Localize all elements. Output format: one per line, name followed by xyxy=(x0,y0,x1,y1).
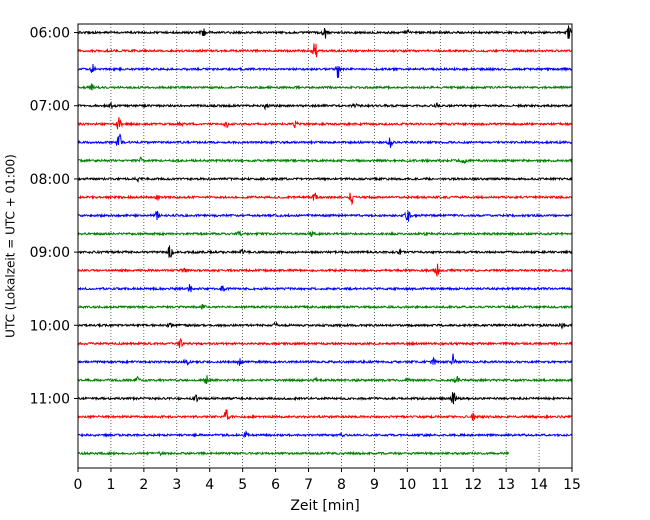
x-tick-label: 0 xyxy=(74,477,83,493)
x-tick-label: 5 xyxy=(238,477,247,493)
y-tick-label: 07:00 xyxy=(30,99,70,115)
x-tick-label: 3 xyxy=(172,477,181,493)
grid-lines xyxy=(77,24,573,468)
x-axis-title: Zeit [min] xyxy=(290,498,359,514)
x-tick-label: 6 xyxy=(271,477,280,493)
trace-0945 xyxy=(77,303,573,310)
trace-1100 xyxy=(77,392,573,405)
trace-1130 xyxy=(77,430,573,439)
trace-0630 xyxy=(77,64,573,78)
x-axis-ticks: 0 1 2 3 4 5 6 7 8 9 10 11 12 13 14 15 xyxy=(74,468,581,493)
trace-0745 xyxy=(77,156,573,165)
trace-0615 xyxy=(77,43,573,58)
y-axis-title: UTC (Lokalzeit = UTC + 01:00) xyxy=(4,154,18,338)
trace-1015 xyxy=(77,337,573,348)
trace-0900 xyxy=(77,245,573,258)
trace-0600 xyxy=(77,25,573,39)
x-tick-label: 10 xyxy=(398,477,416,493)
trace-1000 xyxy=(77,320,573,330)
x-tick-label: 8 xyxy=(337,477,346,493)
plot-frame xyxy=(77,23,573,469)
trace-1145 xyxy=(77,450,510,457)
y-tick-label: 10:00 xyxy=(30,318,70,334)
x-tick-label: 9 xyxy=(370,477,379,493)
trace-0800 xyxy=(77,175,573,183)
seismic-traces xyxy=(77,25,573,457)
trace-0730 xyxy=(77,133,573,148)
x-tick-label: 11 xyxy=(431,477,449,493)
trace-1045 xyxy=(77,375,573,384)
trace-0700 xyxy=(77,100,573,111)
x-tick-label: 4 xyxy=(205,477,214,493)
x-tick-label: 1 xyxy=(106,477,115,493)
trace-0715 xyxy=(77,117,573,130)
trace-0930 xyxy=(77,284,573,293)
x-tick-label: 13 xyxy=(497,477,515,493)
trace-1030 xyxy=(77,353,573,367)
x-tick-label: 14 xyxy=(530,477,548,493)
trace-1115 xyxy=(77,409,573,421)
trace-0830 xyxy=(77,210,573,222)
y-tick-label: 09:00 xyxy=(30,245,70,261)
x-tick-label: 7 xyxy=(304,477,313,493)
y-tick-label: 11:00 xyxy=(30,391,70,407)
y-tick-label: 08:00 xyxy=(30,172,70,188)
y-axis-ticks: 06:00 07:00 08:00 09:00 10:00 11:00 xyxy=(30,26,78,407)
trace-0915 xyxy=(77,263,573,277)
x-tick-label: 2 xyxy=(139,477,148,493)
x-tick-label: 15 xyxy=(563,477,581,493)
y-tick-label: 06:00 xyxy=(30,26,70,42)
x-tick-label: 12 xyxy=(464,477,482,493)
trace-0645 xyxy=(77,83,573,91)
trace-0815 xyxy=(77,192,573,206)
trace-0845 xyxy=(77,230,573,237)
